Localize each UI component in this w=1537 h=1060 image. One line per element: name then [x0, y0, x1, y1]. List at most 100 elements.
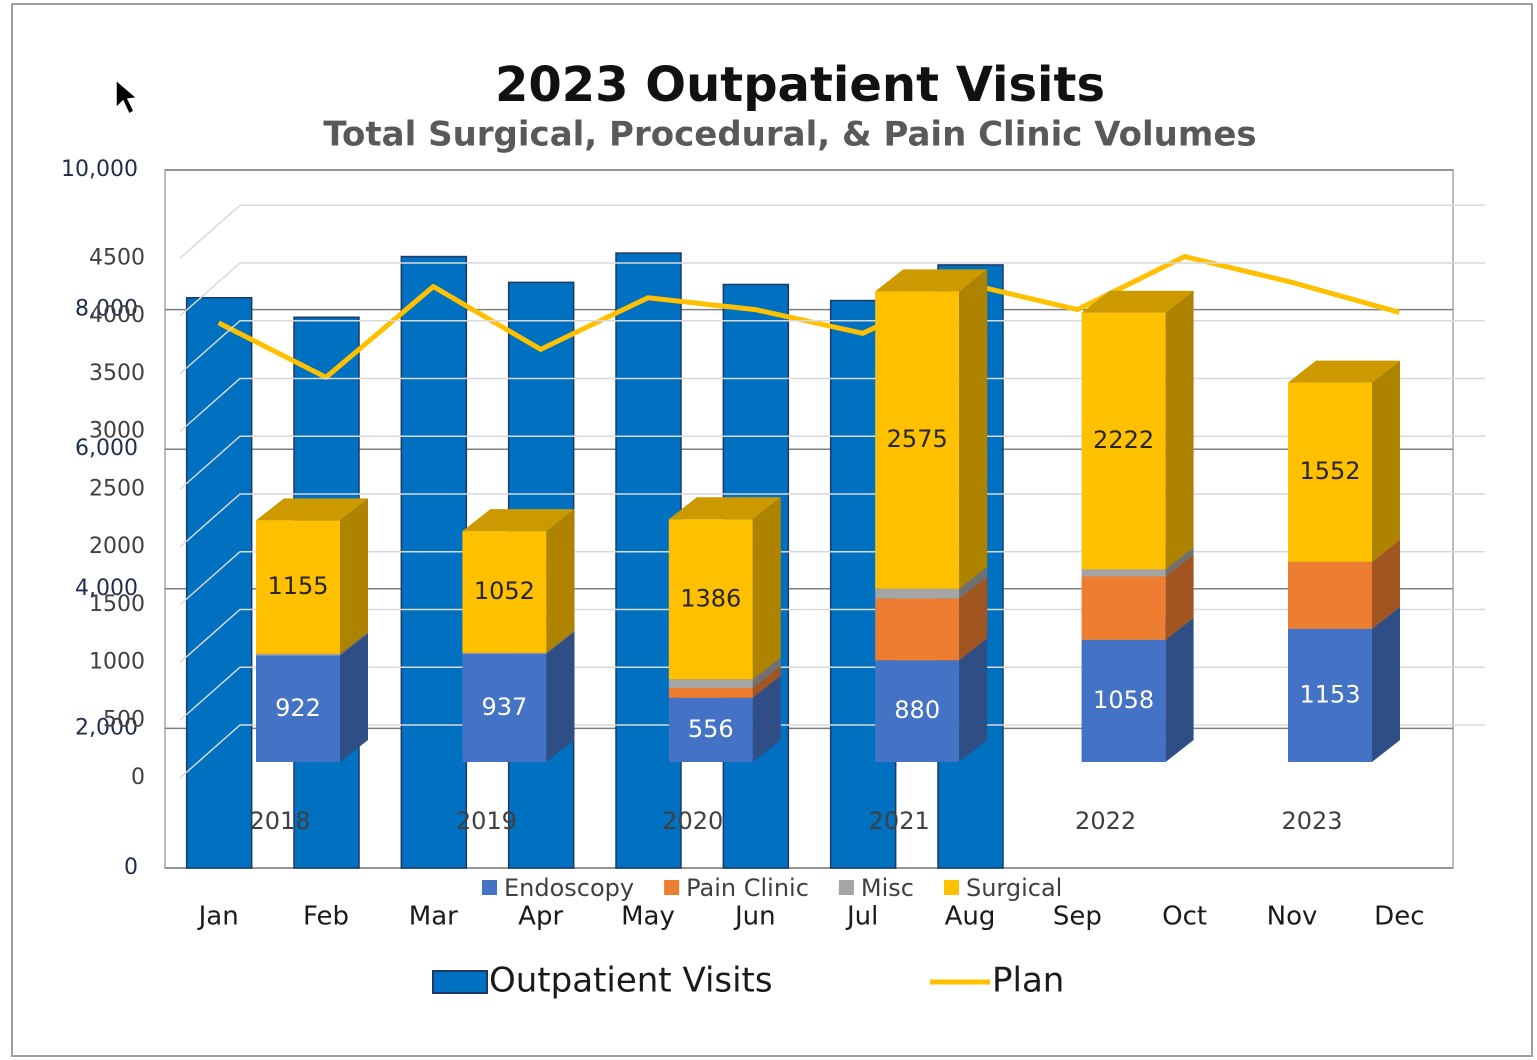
legend-label: Plan: [992, 961, 1064, 1001]
legend-swatch: [664, 880, 680, 895]
segment-face: [256, 520, 340, 654]
cursor: [115, 78, 139, 116]
segment-face: [1165, 290, 1194, 570]
grid-line: [179, 377, 1485, 433]
data-label: 1155: [267, 572, 328, 600]
x-tick-label: Mar: [409, 902, 458, 932]
x-tick-label: Oct: [1162, 902, 1207, 932]
chart-title: 2023 Outpatient Visits: [495, 57, 1105, 113]
segment-face: [668, 679, 753, 688]
stack-segment: [462, 509, 575, 653]
y-tick-label: 10,000: [61, 157, 138, 182]
data-label: 1058: [1093, 686, 1154, 714]
x-tick-label: Jan: [197, 902, 239, 932]
x-tick-label: 2022: [1075, 807, 1136, 835]
y-tick-label: 3500: [89, 361, 145, 386]
y-tick-label: 4500: [89, 245, 145, 270]
x-tick-label: Jul: [845, 902, 878, 932]
y-tick-label: 6,000: [75, 436, 138, 461]
stack-segment: [668, 497, 781, 680]
segment-face: [256, 655, 340, 762]
grid-line: [179, 551, 1485, 606]
legend-swatch: [838, 880, 854, 895]
x-tick-label: May: [621, 902, 675, 932]
y-tick-label: 2500: [89, 476, 145, 501]
chart-subtitle: Total Surgical, Procedural, & Pain Clini…: [323, 115, 1256, 155]
x-tick-label: Sep: [1053, 902, 1102, 932]
y-tick-label: 2000: [89, 534, 145, 559]
segment-face: [1081, 312, 1166, 570]
y-tick-label: 0: [131, 765, 145, 790]
segment-face: [462, 653, 547, 762]
stack-segment: [1288, 360, 1400, 562]
segment-face: [668, 697, 753, 762]
segment-face: [1165, 547, 1194, 577]
segment-face: [668, 497, 781, 520]
segment-face: [752, 657, 781, 688]
y-tick-label: 2,000: [75, 715, 138, 740]
x-tick-label: Feb: [303, 902, 349, 932]
segment-face: [959, 269, 988, 589]
grid-line: [179, 435, 1485, 490]
data-label: 1386: [680, 584, 741, 612]
segment-face: [1165, 617, 1194, 762]
segment-face: [875, 660, 960, 762]
grid-line: [179, 666, 1485, 721]
x-tick-label: Apr: [518, 902, 563, 932]
segment-face: [752, 665, 781, 698]
grid-line: [179, 262, 1485, 317]
segment-face: [875, 588, 960, 599]
segment-face: [462, 509, 575, 532]
data-label: 937: [481, 693, 527, 721]
data-label: 2575: [887, 425, 948, 453]
stack-segment: [875, 269, 988, 589]
x-tick-label: Aug: [945, 902, 996, 932]
segment-face: [1372, 606, 1400, 762]
stack-segment: [256, 498, 368, 654]
stack-segment: [1288, 606, 1400, 762]
stack-segment: [462, 631, 575, 762]
segment-face: [1288, 360, 1400, 383]
data-label: 556: [688, 715, 734, 743]
segment-face: [546, 630, 575, 654]
segment-face: [462, 652, 547, 654]
y-tick-label: 3000: [89, 419, 145, 444]
y-tick-label: 4,000: [75, 576, 138, 601]
segment-face: [340, 631, 368, 656]
x-tick-label: Jun: [733, 902, 776, 932]
segment-face: [546, 509, 575, 653]
grid-line: [179, 724, 1485, 779]
segment-face: [1372, 360, 1400, 562]
y-tick-label: 1000: [89, 650, 145, 675]
segment-face: [1372, 539, 1400, 629]
segment-face: [668, 519, 753, 680]
segment-face: [1288, 628, 1372, 762]
data-label: 2222: [1093, 426, 1154, 454]
bar: [185, 296, 253, 869]
data-label: 922: [275, 694, 321, 722]
y-tick-label: 8,000: [75, 297, 138, 322]
segment-face: [1288, 561, 1372, 629]
segment-face: [256, 498, 368, 521]
segment-face: [959, 638, 988, 762]
legend-label: Misc: [861, 874, 914, 902]
segment-face: [1081, 576, 1166, 640]
grid-line: [179, 493, 1485, 548]
grid-line: [179, 320, 1485, 375]
segment-face: [752, 497, 781, 680]
data-label: 1153: [1299, 680, 1360, 708]
y-tick-label: 0: [124, 855, 138, 880]
segment-face: [256, 653, 340, 656]
x-tick-label: Nov: [1267, 902, 1318, 932]
x-tick-label: 2021: [869, 807, 930, 835]
y-tick-label: 1500: [89, 592, 145, 617]
segment-face: [1081, 639, 1166, 762]
x-tick-label: 2018: [249, 807, 310, 835]
segment-face: [668, 687, 753, 698]
segment-face: [752, 675, 781, 762]
segment-face: [462, 531, 547, 653]
data-label: 1552: [1299, 457, 1360, 485]
legend-label: Endoscopy: [504, 874, 634, 902]
data-label: 880: [894, 696, 940, 724]
